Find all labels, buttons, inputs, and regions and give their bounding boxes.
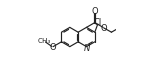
Text: O: O xyxy=(49,43,56,52)
Text: CH₃: CH₃ xyxy=(37,38,51,44)
Text: N: N xyxy=(83,44,90,53)
Text: Cl: Cl xyxy=(94,18,102,27)
Text: O: O xyxy=(100,24,107,33)
Text: O: O xyxy=(91,7,98,16)
